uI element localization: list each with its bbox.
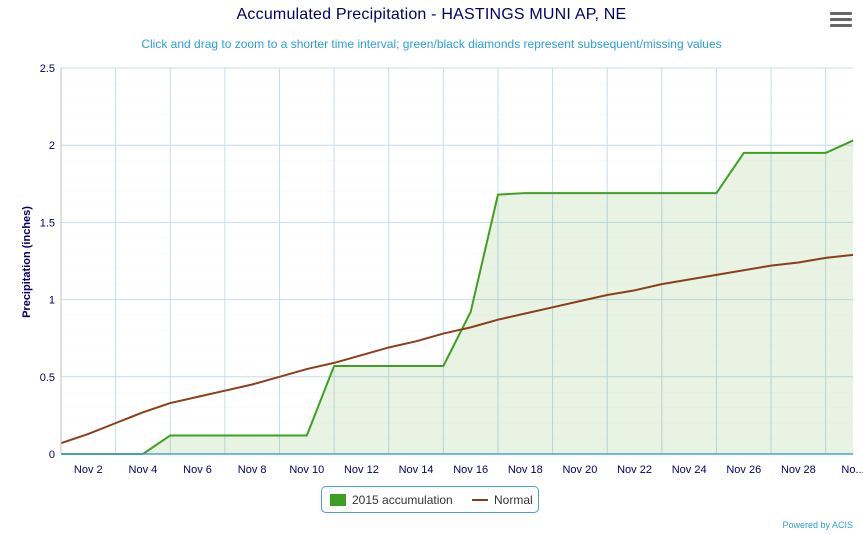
y-tick-label: 0	[49, 449, 55, 461]
precipitation-chart[interactable]: 0 0.5 1 1.5 2 2.5 Nov 2 Nov 4 Nov 6 Nov 8 Nov 10 No…	[0, 0, 863, 480]
y-tick-label: 1	[49, 295, 55, 307]
y-tick-label: 2.5	[40, 63, 55, 75]
chart-subtitle: Click and drag to zoom to a shorter time…	[141, 37, 722, 51]
legend-item-accumulation[interactable]: 2015 accumulation	[330, 493, 453, 507]
x-tick-label: No...	[841, 464, 863, 476]
x-tick-label: Nov 22	[617, 464, 652, 476]
x-tick-label: Nov 16	[453, 464, 488, 476]
x-tick-label: Nov 6	[183, 464, 212, 476]
menu-bar	[830, 12, 852, 15]
legend-label-normal: Normal	[494, 493, 533, 507]
y-tick-label: 0.5	[40, 372, 55, 384]
axes: 0 0.5 1 1.5 2 2.5 Nov 2 Nov 4 Nov 6 Nov 8 Nov 10 No…	[40, 63, 863, 476]
x-tick-label: Nov 24	[672, 464, 707, 476]
x-tick-label: Nov 10	[289, 464, 324, 476]
series-line-normal	[60, 253, 854, 445]
grid	[61, 67, 853, 455]
x-tick-label: Nov 18	[508, 464, 543, 476]
menu-bar	[830, 18, 852, 21]
x-tick-label: Nov 20	[562, 464, 597, 476]
x-tick-label: Nov 26	[726, 464, 761, 476]
series-layer	[60, 139, 854, 455]
x-tick-label: Nov 4	[129, 464, 158, 476]
x-tick-label: Nov 8	[238, 464, 267, 476]
credits-link[interactable]: Powered by ACIS	[782, 520, 853, 530]
y-tick-label: 1.5	[40, 217, 55, 229]
chart-title: Accumulated Precipitation - HASTINGS MUN…	[236, 6, 627, 23]
legend-swatch-accumulation	[330, 494, 346, 506]
legend-swatch-normal	[472, 499, 488, 501]
y-axis-label: Precipitation (inches)	[21, 206, 33, 318]
x-tick-label: Nov 14	[399, 464, 434, 476]
series-area-fill	[61, 140, 853, 454]
plot-background	[61, 68, 853, 454]
y-tick-label: 2	[49, 140, 55, 152]
chart-legend: 2015 accumulation Normal	[321, 486, 539, 513]
hamburger-menu-icon[interactable]	[830, 12, 852, 30]
legend-item-normal[interactable]: Normal	[472, 493, 533, 507]
menu-bar	[830, 24, 852, 27]
x-tick-label: Nov 2	[74, 464, 103, 476]
x-tick-label: Nov 28	[781, 464, 816, 476]
x-tick-label: Nov 12	[344, 464, 379, 476]
legend-label-accumulation: 2015 accumulation	[352, 493, 453, 507]
series-line-accumulation	[61, 139, 854, 455]
